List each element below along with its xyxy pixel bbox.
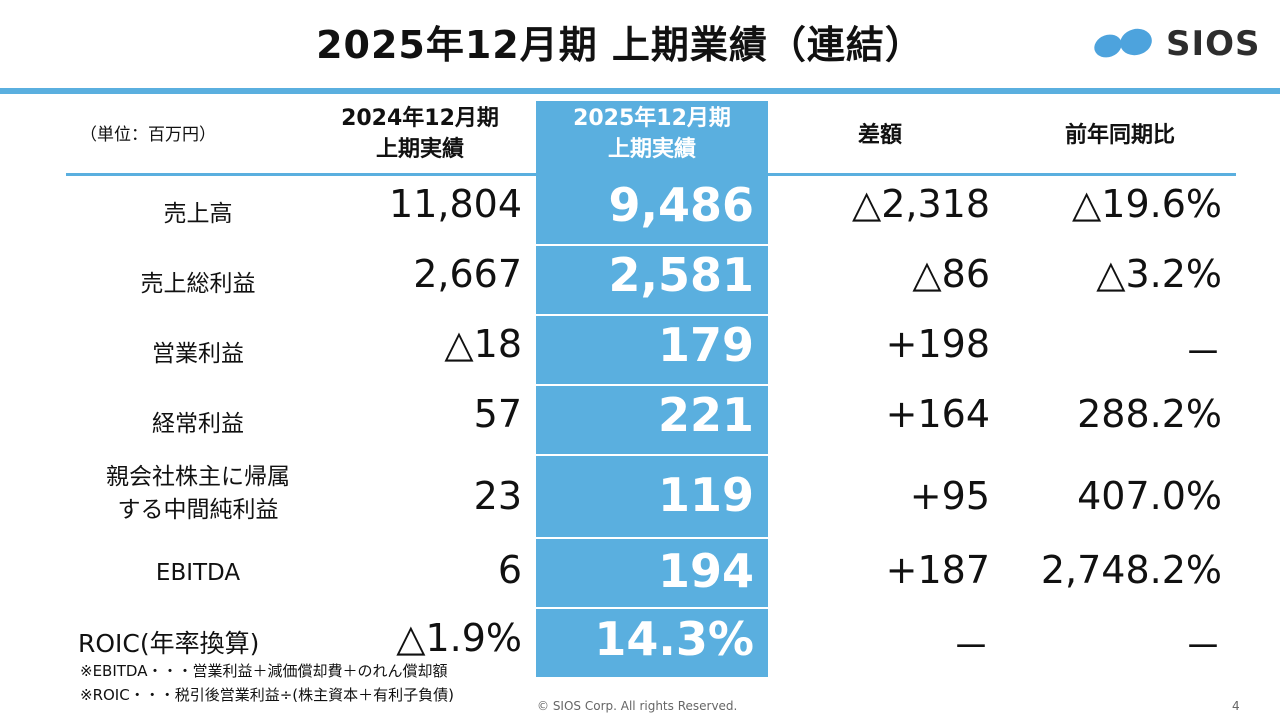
- row-separator: [536, 244, 768, 246]
- header-difference: 差額: [857, 123, 902, 148]
- ebitda-curr: 194: [657, 544, 754, 598]
- net-sales-diff: △2,318: [851, 182, 990, 226]
- row-label-net-income-line2: する中間純利益: [117, 497, 279, 523]
- footnote-ebitda: ※EBITDA・・・営業利益＋減価償却費＋のれん償却額: [80, 662, 448, 680]
- gross-profit-prev: 2,667: [413, 252, 522, 296]
- net-sales-curr: 9,486: [608, 178, 754, 232]
- ebitda-diff: +187: [885, 548, 990, 592]
- unit-label: （単位：百万円）: [80, 125, 216, 145]
- gross-profit-curr: 2,581: [608, 248, 754, 302]
- header-divider: [66, 173, 1236, 176]
- sios-logo-icon: [1094, 28, 1152, 58]
- slide-title: 2025年12月期 上期業績（連結）: [316, 23, 924, 67]
- row-label-roic: ROIC(年率換算): [78, 629, 260, 658]
- net-income-yoy: 407.0%: [1077, 474, 1222, 518]
- row-label-gross-profit: 売上総利益: [140, 271, 256, 297]
- operating-income-yoy: －: [1183, 331, 1222, 375]
- sios-logo-text: SIOS: [1166, 24, 1261, 64]
- sios-logo: SIOS: [1092, 24, 1260, 64]
- gross-profit-yoy: △3.2%: [1096, 252, 1222, 296]
- net-income-diff: +95: [909, 474, 990, 518]
- net-income-prev: 23: [473, 474, 522, 518]
- row-label-net-income-line1: 親会社株主に帰属: [106, 464, 290, 490]
- ebitda-prev: 6: [497, 548, 522, 592]
- header-curr-line1: 2025年12月期: [573, 106, 731, 131]
- roic-yoy: －: [1183, 625, 1222, 669]
- net-income-curr: 119: [657, 468, 754, 522]
- copyright: © SIOS Corp. All rights Reserved.: [537, 699, 738, 713]
- row-separator: [536, 454, 768, 456]
- net-sales-yoy: △19.6%: [1072, 182, 1222, 226]
- operating-income-prev: △18: [444, 322, 522, 366]
- row-separator: [536, 314, 768, 316]
- row-separator: [536, 607, 768, 609]
- ordinary-income-prev: 57: [473, 392, 522, 436]
- net-sales-prev: 11,804: [389, 182, 522, 226]
- operating-income-diff: +198: [885, 322, 990, 366]
- operating-income-curr: 179: [657, 318, 754, 372]
- current-period-column-highlight: [536, 101, 768, 677]
- header-prev-line1: 2024年12月期: [341, 106, 499, 131]
- row-label-net-sales: 売上高: [163, 201, 233, 227]
- row-label-ebitda: EBITDA: [155, 560, 241, 586]
- page-number: 4: [1232, 699, 1240, 713]
- row-separator: [536, 384, 768, 386]
- title-divider: [0, 88, 1280, 94]
- gross-profit-diff: △86: [912, 252, 990, 296]
- header-current-period: 2025年12月期 上期実績: [536, 103, 768, 165]
- row-label-ordinary-income: 経常利益: [152, 411, 244, 437]
- header-curr-line2: 上期実績: [607, 137, 696, 162]
- ebitda-yoy: 2,748.2%: [1040, 548, 1222, 592]
- row-label-operating-income: 営業利益: [152, 341, 244, 367]
- row-label-net-income: 親会社株主に帰属 する中間純利益: [66, 461, 330, 527]
- row-separator: [536, 537, 768, 539]
- ordinary-income-diff: +164: [885, 392, 990, 436]
- roic-diff: －: [951, 625, 990, 669]
- footnote-roic: ※ROIC・・・税引後営業利益÷(株主資本＋有利子負債): [80, 686, 454, 704]
- roic-curr: 14.3%: [594, 612, 754, 666]
- header-yoy: 前年同期比: [1064, 123, 1175, 148]
- ordinary-income-yoy: 288.2%: [1077, 392, 1222, 436]
- header-prev-line2: 上期実績: [375, 137, 464, 162]
- roic-prev: △1.9%: [396, 616, 522, 660]
- header-prev-period: 2024年12月期 上期実績: [310, 103, 530, 165]
- ordinary-income-curr: 221: [657, 388, 754, 442]
